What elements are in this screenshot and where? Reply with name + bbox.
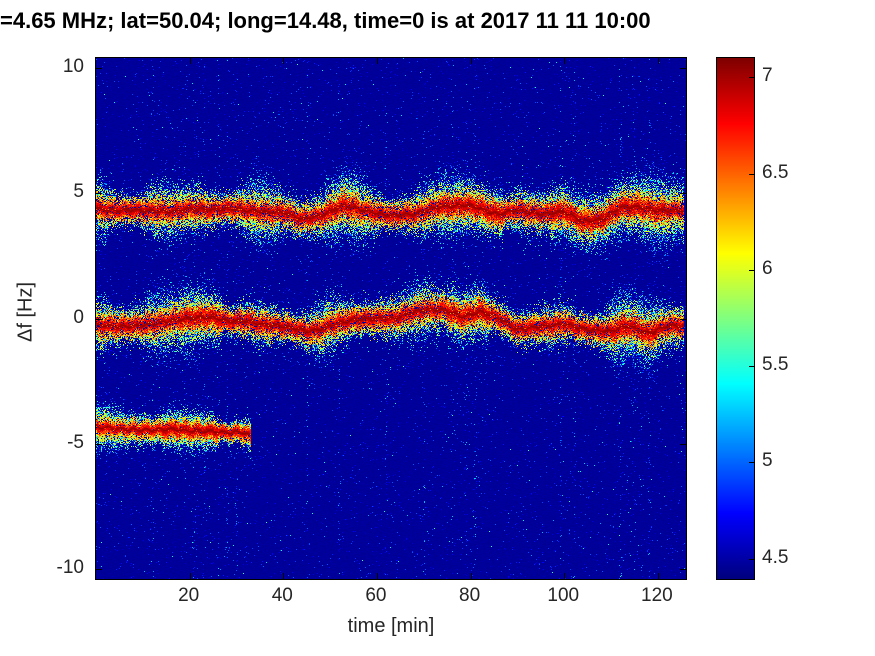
spectrogram-plot-canvas bbox=[95, 57, 687, 580]
y-tick-label: 5 bbox=[73, 181, 84, 203]
colorbar-canvas bbox=[716, 57, 755, 580]
x-tick-label: 40 bbox=[271, 585, 293, 606]
colorbar-tick-label: 5 bbox=[762, 450, 773, 472]
colorbar-tick-label: 4.5 bbox=[762, 546, 789, 568]
y-tick-label: 0 bbox=[73, 306, 84, 328]
x-axis-label: time [min] bbox=[347, 615, 435, 637]
x-tick-label: 100 bbox=[547, 585, 580, 606]
colorbar-tick-label: 6.5 bbox=[762, 161, 789, 183]
colorbar-tick-label: 6 bbox=[762, 257, 773, 279]
x-tick-label: 20 bbox=[178, 585, 200, 606]
x-tick-label: 80 bbox=[459, 585, 481, 606]
x-tick-label: 60 bbox=[365, 585, 387, 606]
colorbar-tick-label: 7 bbox=[762, 65, 773, 87]
x-tick-label: 120 bbox=[641, 585, 673, 606]
y-tick-label: 10 bbox=[62, 56, 84, 78]
y-tick-label: -10 bbox=[56, 556, 84, 578]
chart-title: =4.65 MHz; lat=50.04; long=14.48, time=0… bbox=[0, 8, 651, 33]
y-tick-label: -5 bbox=[67, 431, 84, 453]
colorbar-tick-label: 5.5 bbox=[762, 354, 789, 376]
